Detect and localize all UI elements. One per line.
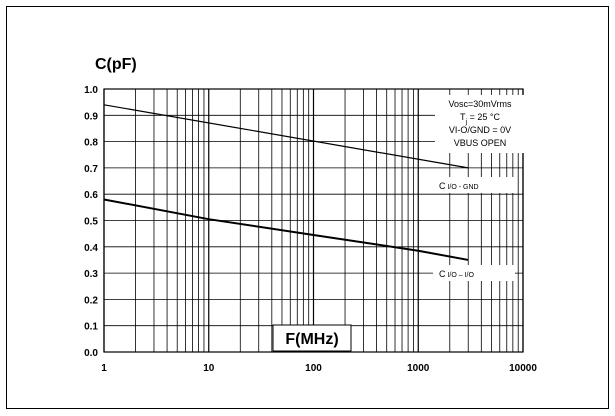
y-tick-label: 0.2 (84, 295, 98, 306)
x-axis-title-box: F(MHz) (272, 324, 352, 352)
y-tick-label: 0.7 (84, 164, 98, 175)
x-tick-label: 1 (101, 363, 107, 374)
series-line-io-io (103, 198, 469, 261)
y-tick-label: 0.9 (84, 111, 98, 122)
series-label-io-io: C I/O – I/O (433, 265, 515, 281)
condition-tj: Tj = 25 °C (460, 112, 500, 126)
condition-vosc: Vosc=30mVrms (449, 99, 512, 109)
y-tick-label: 0.6 (84, 190, 98, 201)
y-tick-label: 0.5 (84, 217, 98, 228)
series-line-io-gnd (103, 104, 469, 169)
y-tick-label: 1.0 (84, 85, 98, 96)
series-label-io-gnd-background (433, 177, 515, 193)
chart-svg: 0.0 0.1 0.2 0.3 0.4 0.5 0.6 0.7 0.8 0.9 1.0 1 10 100… (84, 56, 537, 374)
x-tick-label: 100 (305, 363, 322, 374)
y-tick-label: 0.3 (84, 269, 98, 280)
plot-border (103, 88, 524, 353)
conditions-background (435, 95, 525, 153)
series-label-io-gnd: C I/O - GND (433, 177, 515, 193)
grid (103, 88, 524, 353)
condition-vbus: VBUS OPEN (454, 138, 507, 148)
conditions-box: Vosc=30mVrms Tj = 25 °C VI-O/GND = 0V VB… (435, 95, 525, 153)
x-axis-title: F(MHz) (285, 331, 338, 348)
series-label-io-io-background (433, 265, 515, 281)
x-tick-labels: 1 10 100 1000 10000 (101, 363, 537, 374)
x-tick-label: 10000 (509, 363, 537, 374)
x-tick-label: 10 (203, 363, 215, 374)
series-lines (103, 104, 469, 261)
chart-frame: 0.0 0.1 0.2 0.3 0.4 0.5 0.6 0.7 0.8 0.9 1.0 1 10 100… (6, 6, 609, 409)
y-tick-label: 0.8 (84, 138, 98, 149)
y-tick-labels: 0.0 0.1 0.2 0.3 0.4 0.5 0.6 0.7 0.8 0.9 1.0 (84, 85, 98, 359)
y-tick-label: 0.1 (84, 322, 98, 333)
series-label-io-io-text: C I/O – I/O (439, 269, 474, 279)
y-tick-label: 0.0 (84, 348, 98, 359)
series-label-io-gnd-text: C I/O - GND (439, 181, 479, 191)
y-axis-title: C(pF) (95, 56, 137, 73)
x-axis-title-background (272, 324, 352, 352)
x-tick-label: 1000 (407, 363, 430, 374)
condition-vio-gnd: VI-O/GND = 0V (449, 125, 511, 135)
y-tick-label: 0.4 (84, 243, 98, 254)
